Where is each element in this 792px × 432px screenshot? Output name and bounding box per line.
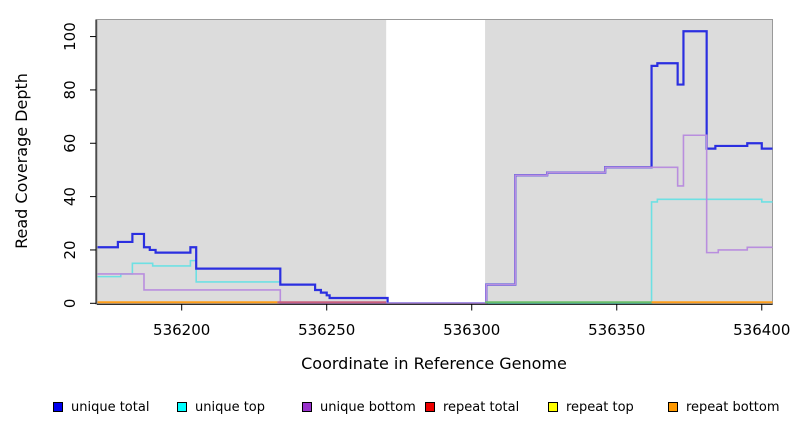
y-tick-label: 40 <box>61 187 79 206</box>
x-tick-label: 536350 <box>588 321 645 339</box>
legend-item-repeat-top: repeat top <box>548 399 634 415</box>
y-tick-label: 80 <box>61 80 79 99</box>
coverage-gap-band <box>386 19 486 305</box>
x-tick-label: 536300 <box>443 321 500 339</box>
unique-total-swatch-icon <box>53 402 63 412</box>
y-tick-label: 20 <box>61 240 79 259</box>
legend-label: repeat bottom <box>686 399 780 415</box>
legend-item-repeat-bottom: repeat bottom <box>668 399 780 415</box>
unique-bottom-swatch-icon <box>302 402 312 412</box>
legend-label: repeat total <box>443 399 520 415</box>
legend-label: unique total <box>71 399 150 415</box>
series-line-unique-bottom <box>97 134 773 305</box>
repeat-bottom-swatch-icon <box>668 402 678 412</box>
y-tick-label: 0 <box>61 299 79 309</box>
y-axis-title: Read Coverage Depth <box>12 73 31 249</box>
legend-item-unique-total: unique total <box>53 399 149 415</box>
plot-generated-layer: 0 20 40 60 80 100 536200 536250 536300 536350 5364… <box>61 19 790 339</box>
legend-label: repeat top <box>566 399 634 415</box>
repeat-total-swatch-icon <box>425 402 435 412</box>
legend-item-unique-bottom: unique bottom <box>302 399 416 415</box>
legend-label: unique bottom <box>320 399 416 415</box>
legend-item-repeat-total: repeat total <box>425 399 519 415</box>
series-line-unique-total <box>97 30 773 305</box>
x-axis-title: Coordinate in Reference Genome <box>301 354 567 373</box>
legend-label: unique top <box>195 399 266 415</box>
y-tick-label: 60 <box>61 134 79 153</box>
x-tick-label: 536400 <box>733 321 790 339</box>
repeat-top-swatch-icon <box>548 402 558 412</box>
y-tick-label: 100 <box>61 22 79 51</box>
legend-item-unique-top: unique top <box>177 399 265 415</box>
x-tick-label: 536250 <box>298 321 355 339</box>
x-tick-label: 536200 <box>153 321 210 339</box>
unique-top-swatch-icon <box>177 402 187 412</box>
